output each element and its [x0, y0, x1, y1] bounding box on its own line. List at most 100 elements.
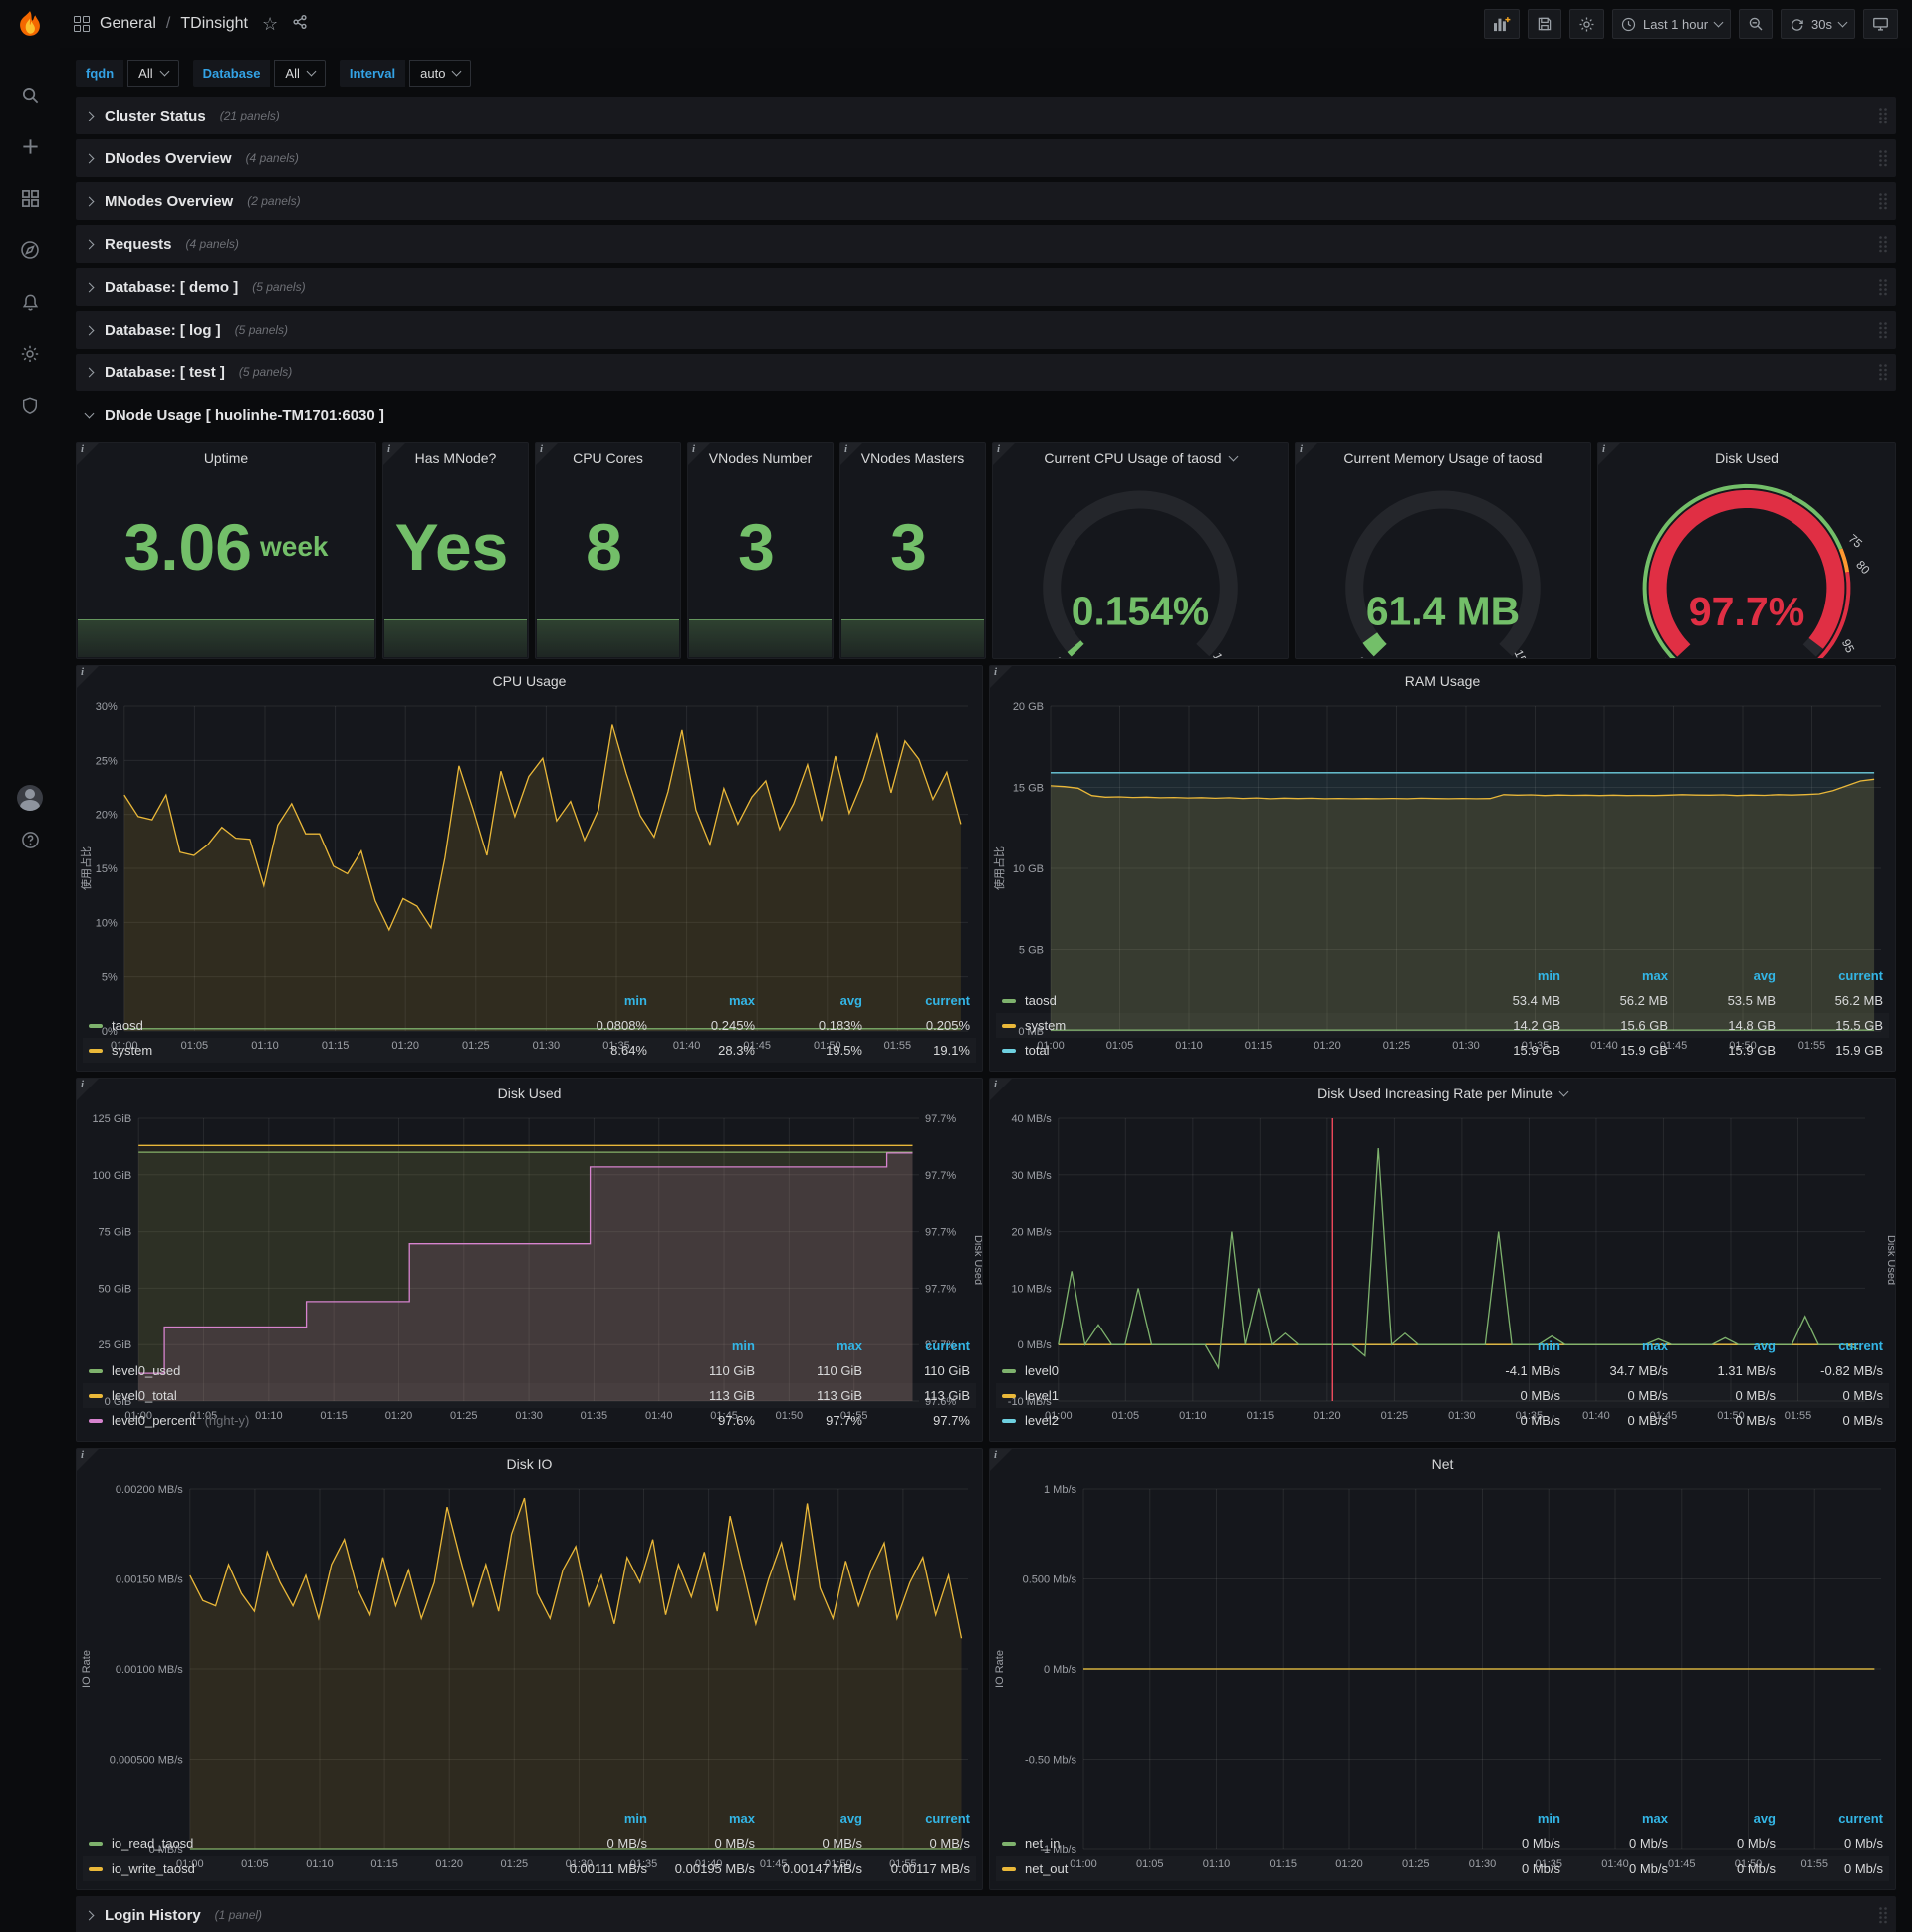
breadcrumb-section[interactable]: General: [100, 15, 156, 32]
dashboard-row-header[interactable]: MNodes Overview (2 panels): [76, 182, 1896, 220]
login-history-row-header[interactable]: Login History (1 panel): [76, 1896, 1896, 1932]
variable-value-dropdown[interactable]: auto: [409, 60, 472, 87]
legend-series-name[interactable]: system: [1002, 1018, 1453, 1033]
drag-handle-icon[interactable]: [1878, 149, 1888, 167]
panel-info-icon[interactable]: i: [990, 1079, 1012, 1100]
legend-col-max[interactable]: max: [1641, 968, 1668, 983]
row-title[interactable]: Database: [ log ]: [105, 321, 221, 339]
variable-value-dropdown[interactable]: All: [274, 60, 326, 87]
panel-info-icon[interactable]: i: [1598, 443, 1620, 465]
row-title[interactable]: MNodes Overview: [105, 192, 234, 210]
legend-series-name[interactable]: level1: [1002, 1388, 1453, 1403]
panel-title[interactable]: Current CPU Usage of taosd: [1044, 450, 1222, 466]
time-range-picker[interactable]: Last 1 hour: [1611, 9, 1732, 39]
expanded-row-header[interactable]: DNode Usage [ huolinhe-TM1701:6030 ]: [76, 396, 1896, 434]
panel-info-icon[interactable]: i: [383, 443, 405, 465]
legend-col-current[interactable]: current: [1838, 1338, 1883, 1353]
legend-series-name[interactable]: taosd: [1002, 993, 1453, 1008]
breadcrumb-dashboard-title[interactable]: TDinsight: [180, 15, 248, 32]
legend-col-avg[interactable]: avg: [839, 993, 862, 1008]
dashboard-row-header[interactable]: Database: [ demo ] (5 panels): [76, 268, 1896, 306]
dashboard-settings-button[interactable]: [1568, 9, 1604, 39]
server-admin-shield-icon[interactable]: [11, 386, 49, 424]
add-panel-button[interactable]: [1483, 9, 1520, 39]
legend-col-min[interactable]: min: [623, 993, 647, 1008]
variable-label[interactable]: Database: [192, 60, 271, 87]
panel-title[interactable]: VNodes Number: [708, 450, 813, 466]
refresh-button[interactable]: 30s: [1781, 9, 1855, 39]
help-icon[interactable]: [11, 821, 49, 858]
panel-title[interactable]: Disk Used: [497, 1086, 562, 1101]
panel-info-icon[interactable]: i: [840, 443, 862, 465]
panel-title[interactable]: Uptime: [203, 450, 249, 466]
legend-series-name[interactable]: taosd: [89, 1018, 540, 1033]
panel-title[interactable]: Current Memory Usage of taosd: [1343, 450, 1543, 466]
legend-col-current[interactable]: current: [925, 1811, 970, 1826]
dashboards-icon[interactable]: [11, 179, 49, 217]
legend-col-max[interactable]: max: [836, 1338, 862, 1353]
legend-series-name[interactable]: level0_percent (right-y): [89, 1413, 647, 1428]
legend-col-max[interactable]: max: [1641, 1338, 1668, 1353]
legend-col-current[interactable]: current: [925, 1338, 970, 1353]
legend-series-name[interactable]: net_out: [1002, 1861, 1453, 1876]
panel-title[interactable]: Has MNode?: [414, 450, 497, 466]
legend-col-avg[interactable]: avg: [1753, 968, 1776, 983]
panel-info-icon[interactable]: i: [1296, 443, 1317, 465]
share-icon[interactable]: [292, 14, 308, 35]
dashboard-row-header[interactable]: Cluster Status (21 panels): [76, 97, 1896, 134]
panel-title[interactable]: VNodes Masters: [860, 450, 965, 466]
row-title[interactable]: Database: [ demo ]: [105, 278, 239, 296]
legend-col-min[interactable]: min: [731, 1338, 755, 1353]
alerting-bell-icon[interactable]: [11, 283, 49, 321]
legend-series-name[interactable]: system: [89, 1043, 540, 1058]
panel-info-icon[interactable]: i: [990, 1449, 1012, 1471]
legend-col-max[interactable]: max: [1641, 1811, 1668, 1826]
variable-value-dropdown[interactable]: All: [127, 60, 179, 87]
legend-series-name[interactable]: io_write_taosd: [89, 1861, 540, 1876]
legend-col-current[interactable]: current: [1838, 1811, 1883, 1826]
dashboard-row-header[interactable]: Database: [ test ] (5 panels): [76, 354, 1896, 391]
variable-label[interactable]: fqdn: [76, 60, 124, 87]
legend-series-name[interactable]: level2: [1002, 1413, 1453, 1428]
panel-info-icon[interactable]: i: [77, 1079, 99, 1100]
drag-handle-icon[interactable]: [1878, 321, 1888, 339]
legend-col-min[interactable]: min: [623, 1811, 647, 1826]
legend-col-current[interactable]: current: [1838, 968, 1883, 983]
user-avatar[interactable]: [17, 785, 43, 811]
legend-col-min[interactable]: min: [1537, 1811, 1560, 1826]
panel-info-icon[interactable]: i: [536, 443, 558, 465]
dashboard-row-header[interactable]: Database: [ log ] (5 panels): [76, 311, 1896, 349]
row-title[interactable]: Login History: [105, 1906, 201, 1924]
panel-info-icon[interactable]: i: [77, 666, 99, 688]
legend-col-min[interactable]: min: [1537, 968, 1560, 983]
drag-handle-icon[interactable]: [1878, 1906, 1888, 1924]
panel-title[interactable]: Disk Used Increasing Rate per Minute: [1317, 1086, 1553, 1101]
panel-info-icon[interactable]: i: [993, 443, 1015, 465]
panel-info-icon[interactable]: i: [688, 443, 710, 465]
dashboard-row-header[interactable]: Requests (4 panels): [76, 225, 1896, 263]
star-favorite-icon[interactable]: ☆: [261, 13, 279, 34]
panel-title[interactable]: RAM Usage: [1404, 673, 1481, 689]
legend-series-name[interactable]: net_in: [1002, 1836, 1453, 1851]
tv-cycle-view-button[interactable]: [1863, 9, 1898, 39]
legend-col-min[interactable]: min: [1537, 1338, 1560, 1353]
legend-col-avg[interactable]: avg: [1753, 1811, 1776, 1826]
panel-title[interactable]: Net: [1431, 1456, 1454, 1472]
row-title[interactable]: DNode Usage [ huolinhe-TM1701:6030 ]: [105, 406, 384, 424]
legend-series-name[interactable]: io_read_taosd: [89, 1836, 540, 1851]
zoom-out-time-button[interactable]: [1739, 9, 1774, 39]
legend-series-name[interactable]: level0_used: [89, 1363, 647, 1378]
legend-series-name[interactable]: level0: [1002, 1363, 1453, 1378]
drag-handle-icon[interactable]: [1878, 278, 1888, 296]
dashboard-row-header[interactable]: DNodes Overview (4 panels): [76, 139, 1896, 177]
row-title[interactable]: Requests: [105, 235, 172, 253]
legend-col-max[interactable]: max: [728, 993, 755, 1008]
variable-label[interactable]: Interval: [339, 60, 406, 87]
panel-title[interactable]: CPU Usage: [492, 673, 567, 689]
panel-info-icon[interactable]: i: [990, 666, 1012, 688]
legend-col-current[interactable]: current: [925, 993, 970, 1008]
legend-series-name[interactable]: total: [1002, 1043, 1453, 1058]
panel-info-icon[interactable]: i: [77, 1449, 99, 1471]
search-icon[interactable]: [11, 76, 49, 114]
panel-title[interactable]: Disk IO: [506, 1456, 553, 1472]
